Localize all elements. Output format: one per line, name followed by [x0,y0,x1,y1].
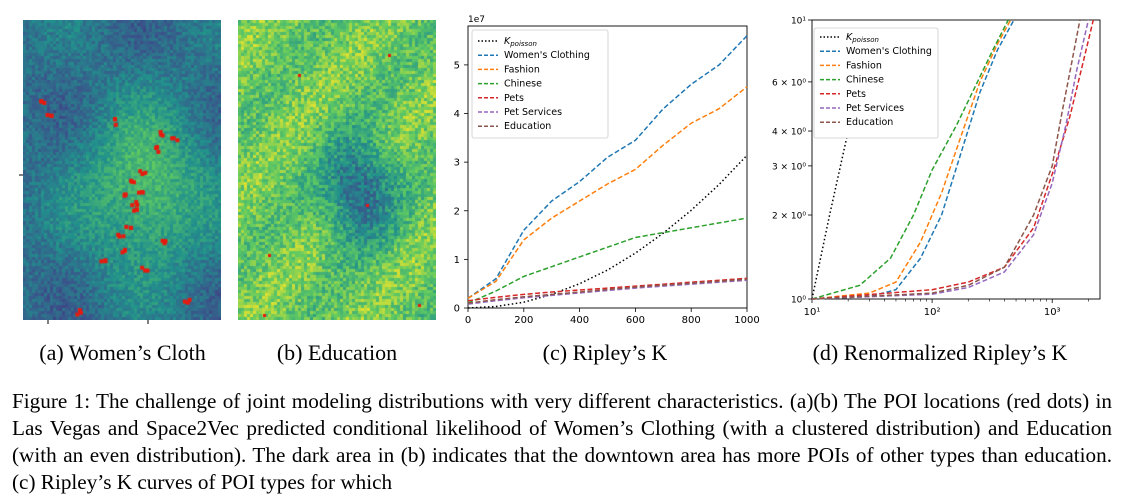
series-line-pet-services [811,19,1090,300]
legend-label: Women's Clothing [846,46,932,57]
x-tick-label: 400 [570,315,589,326]
legend-label: Fashion [504,64,540,75]
x-tick-label: 0 [465,315,471,326]
subcaption-c: (c) Ripley’s K [542,340,668,365]
series-line-pets [811,19,1095,300]
legend-label: Education [504,121,551,132]
womens-clothing-heatmap [23,20,221,320]
y-tick-label: 3 [454,158,460,169]
y-tick-label: 2 × 10⁰ [772,212,806,222]
series-line-women-s-clothing [467,35,748,299]
chart-d-legend-box [813,27,939,139]
subcaption-a: (a) Women’s Cloth [39,340,206,365]
series-line-education [467,278,748,304]
chart-d-frame [811,19,1101,300]
legend-label: Pets [504,93,524,104]
x-tick-label: 800 [682,315,701,326]
chart-c-frame [467,25,748,309]
series-line-chinese [467,217,748,304]
y-tick-label: 2 [454,206,460,217]
y-tick-label: 5 [454,60,460,71]
series-line-pet-services [467,279,748,305]
figure-caption-text: The challenge of joint modeling distribu… [12,389,1112,494]
series-line-women-s-clothing [811,19,1015,300]
series-line-fashion [467,86,748,299]
legend-label: Women's Clothing [504,50,590,61]
y-tick-label: 6 × 10⁰ [772,78,806,88]
heatmap-a-ticks [19,174,149,324]
legend-label: Pet Services [504,107,562,118]
subcaption-b: (b) Education [276,340,398,365]
y-tick-label: 4 × 10⁰ [772,128,806,138]
legend-label: Chinese [504,79,542,90]
x-tick-label: 10² [924,307,941,318]
x-tick-label: 600 [626,315,645,326]
y-tick-label: 1 [454,255,460,266]
series-line-chinese [811,19,1009,300]
y-tick-label: 4 [454,109,460,120]
series-line-fashion [811,19,1012,300]
legend-label: Education [846,117,893,128]
y-tick-label: 0 [454,304,460,315]
legend-label: Fashion [846,60,882,71]
legend-label: Pets [846,89,866,100]
x-tick-label: 10³ [1044,307,1061,318]
education-heatmap [238,20,436,320]
x-tick-label: 10¹ [804,307,821,318]
y-tick-label: 10⁰ [791,296,806,306]
x-tick-label: 1000 [734,315,759,326]
series-line-k-poisson [467,154,748,309]
y-scale-label: 1e7 [468,15,485,25]
legend-label: Pet Services [846,103,904,114]
subcaption-d: (d) Renormalized Ripley’s K [812,340,1068,365]
figure-caption-label: Figure 1: [12,389,91,413]
series-line-education [811,19,1081,300]
chart-c-legend-box [471,29,609,139]
y-tick-label: 10¹ [791,17,806,27]
figure-caption: Figure 1: The challenge of joint modelin… [12,388,1112,496]
legend-label: Chinese [846,75,884,86]
series-line-pets [467,277,748,302]
renormalized-ripleys-k-chart: 10¹ 10² 10³ 10⁰ 2 × 10⁰ 3 × 10⁰ 4 × 10⁰ 6 × 10⁰… [772,17,1101,318]
y-tick-label: 3 × 10⁰ [772,162,806,172]
x-tick-label: 200 [514,315,533,326]
